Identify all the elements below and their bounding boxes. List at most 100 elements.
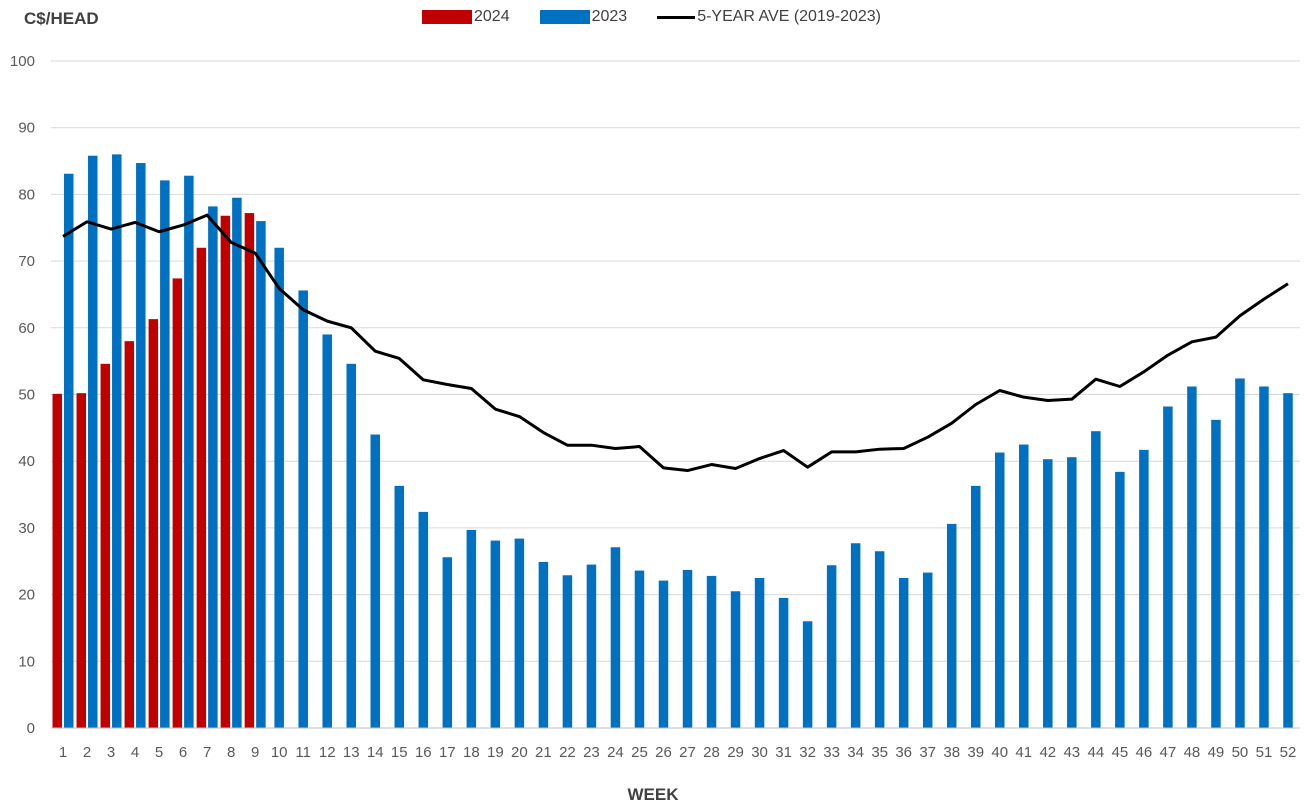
bar-2023 xyxy=(418,511,429,728)
y-tick-label: 0 xyxy=(27,720,35,737)
y-tick-label: 20 xyxy=(18,587,35,604)
legend-item-2023: 2023 xyxy=(539,8,628,26)
y-tick-label: 80 xyxy=(18,186,35,203)
bar-2024 xyxy=(100,363,111,728)
bar-2023 xyxy=(1139,449,1149,728)
bar-2023 xyxy=(514,538,525,728)
x-axis-title: WEEK xyxy=(627,785,679,804)
bar-2023 xyxy=(1259,386,1269,728)
x-tick-label: 51 xyxy=(1256,744,1273,761)
legend: 2024 2023 5-YEAR AVE (2019-2023) xyxy=(422,8,911,26)
bar-2023 xyxy=(778,597,789,728)
x-tick-label: 19 xyxy=(487,744,504,761)
x-tick-label: 44 xyxy=(1087,744,1104,761)
bar-2023 xyxy=(112,154,122,728)
x-tick-label: 6 xyxy=(179,744,187,761)
legend-label-2023: 2023 xyxy=(591,8,628,25)
bar-2023 xyxy=(946,523,957,728)
x-tick-label: 29 xyxy=(727,744,744,761)
x-tick-label: 20 xyxy=(511,744,528,761)
x-tick-label: 48 xyxy=(1184,744,1201,761)
y-tick-label: 90 xyxy=(18,120,35,137)
x-tick-label: 1 xyxy=(59,744,67,761)
x-tick-label: 40 xyxy=(991,744,1008,761)
y-tick-label: 70 xyxy=(18,253,35,270)
bar-2023 xyxy=(232,197,242,729)
x-tick-label: 15 xyxy=(391,744,408,761)
line-5yr-ave xyxy=(62,213,1289,473)
x-tick-label: 9 xyxy=(251,744,259,761)
bar-2023 xyxy=(562,575,573,728)
bar-2023 xyxy=(706,575,717,728)
bar-2023 xyxy=(394,485,405,728)
x-tick-label: 32 xyxy=(799,744,816,761)
x-tick-label: 52 xyxy=(1280,744,1297,761)
bar-2023 xyxy=(586,564,597,728)
legend-item-5yr-ave: 5-YEAR AVE (2019-2023) xyxy=(657,8,881,26)
bar-2023 xyxy=(1115,471,1125,728)
x-tick-label: 33 xyxy=(823,744,840,761)
bar-2024 xyxy=(244,213,255,729)
x-tick-label: 25 xyxy=(631,744,648,761)
bar-2023 xyxy=(346,363,356,728)
x-tick-label: 41 xyxy=(1015,744,1032,761)
x-tick-label: 4 xyxy=(131,744,139,761)
bar-2023 xyxy=(1283,393,1293,728)
x-tick-label: 24 xyxy=(607,744,624,761)
x-tick-label: 34 xyxy=(847,744,864,761)
x-tick-label: 50 xyxy=(1232,744,1249,761)
bar-2023 xyxy=(922,572,933,728)
x-tick-label: 26 xyxy=(655,744,672,761)
x-tick-label: 36 xyxy=(895,744,912,761)
bar-2023 xyxy=(1043,459,1053,728)
bar-2023 xyxy=(970,485,981,728)
bar-2024 xyxy=(52,393,62,728)
bar-2023 xyxy=(184,175,194,728)
y-axis-title: C$/HEAD xyxy=(24,9,99,28)
bar-2023 xyxy=(634,570,645,728)
bar-2024 xyxy=(172,278,183,728)
x-tick-label: 11 xyxy=(295,744,311,761)
x-tick-label: 3 xyxy=(107,744,115,761)
bar-2023 xyxy=(995,452,1005,728)
bar-2023 xyxy=(682,569,693,728)
x-tick-label: 42 xyxy=(1039,744,1056,761)
legend-swatch-2023 xyxy=(539,10,590,24)
bar-2023 xyxy=(88,155,98,729)
bar-2023 xyxy=(160,180,170,728)
bar-2023 xyxy=(898,577,909,728)
x-tick-label: 45 xyxy=(1112,744,1129,761)
x-tick-label: 49 xyxy=(1208,744,1225,761)
x-tick-label: 38 xyxy=(943,744,960,761)
x-tick-label: 12 xyxy=(319,744,336,761)
x-tick-label: 21 xyxy=(535,744,552,761)
bar-2023 xyxy=(730,591,741,728)
bar-2024 xyxy=(76,393,87,728)
y-tick-label: 30 xyxy=(18,520,35,537)
bar-2023 xyxy=(442,557,453,728)
legend-label-5yr-ave: 5-YEAR AVE (2019-2023) xyxy=(697,8,881,25)
bar-2023 xyxy=(1091,431,1101,728)
x-tick-label: 2 xyxy=(83,744,91,761)
x-tick-label: 8 xyxy=(227,744,235,761)
legend-label-2024: 2024 xyxy=(474,8,510,25)
bar-2023 xyxy=(256,221,266,728)
x-tick-label: 14 xyxy=(367,744,384,761)
bar-2023 xyxy=(136,163,146,728)
legend-swatch-2024 xyxy=(422,10,472,24)
bar-2023 xyxy=(1187,386,1197,728)
x-tick-label: 13 xyxy=(343,744,360,761)
legend-item-2024: 2024 xyxy=(422,8,510,26)
bar-2023 xyxy=(370,434,381,728)
bar-2023 xyxy=(1211,419,1221,728)
bar-2023 xyxy=(490,540,501,728)
bar-2023 xyxy=(1067,457,1077,728)
x-tick-label: 22 xyxy=(559,744,576,761)
bar-2023 xyxy=(298,290,308,728)
x-tick-label: 23 xyxy=(583,744,600,761)
x-tick-label: 43 xyxy=(1063,744,1080,761)
bar-2023 xyxy=(850,543,861,728)
bar-2023 xyxy=(322,334,332,728)
bar-2023 xyxy=(466,529,477,728)
